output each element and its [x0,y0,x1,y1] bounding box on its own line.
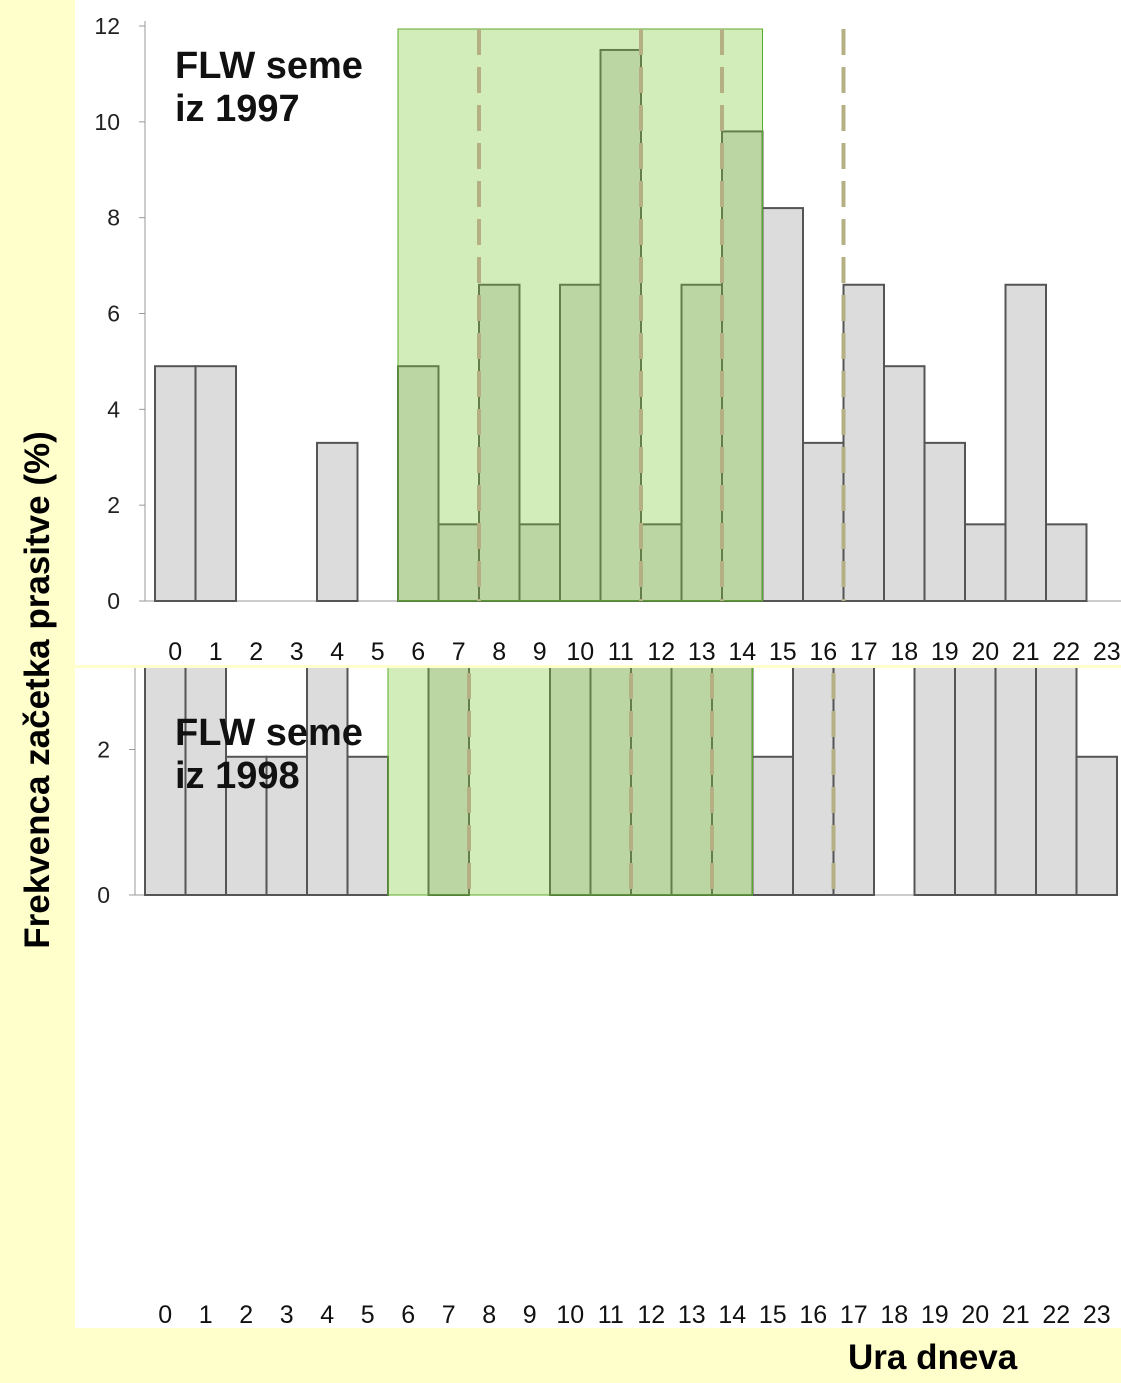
y-tick-label: 4 [107,396,120,422]
x-tick-label: 1 [209,638,223,665]
x-tick-label: 10 [566,638,594,665]
x-tick-label: 20 [961,1301,989,1328]
bar-hour-20 [964,523,1007,602]
highlight-region [397,28,763,602]
x-tick-label: 2 [239,1301,253,1328]
x-tick-label: 3 [280,1301,294,1328]
y-tick-label: 2 [97,737,110,763]
x-tick-label: 13 [688,638,716,665]
x-tick-label: 11 [598,1301,624,1328]
bar-hour-0 [144,668,187,896]
x-tick-label: 9 [523,1301,537,1328]
x-tick-label: 1 [199,1301,213,1328]
x-tick-label: 21 [1012,638,1040,665]
bar-hour-17 [832,668,875,896]
chart-title: FLW seme iz 1998 [175,712,363,797]
chart-panel-1998: FLW seme iz 1998 02468101201234567891011… [75,668,1121,1328]
bar-hour-1 [194,365,237,603]
x-tick-label: 19 [921,1301,949,1328]
x-tick-label: 15 [769,638,797,665]
bar-hour-18 [883,365,926,603]
bar-hour-21 [994,668,1037,896]
x-tick-label: 17 [850,638,878,665]
x-tick-label: 14 [718,1301,746,1328]
x-tick-label: 19 [931,638,959,665]
x-tick-label: 3 [290,638,304,665]
bar-hour-23 [1075,755,1118,897]
x-tick-label: 6 [401,1301,415,1328]
bar-hour-19 [913,668,956,897]
bar-hour-5 [346,755,389,897]
bar-hour-11 [599,48,642,603]
bar-hour-15 [761,207,804,602]
x-tick-label: 4 [330,638,344,665]
bar-hour-19 [923,441,966,602]
y-tick-label: 12 [94,13,120,39]
bar-hour-8 [478,283,521,602]
x-tick-label: 18 [880,1301,908,1328]
bar-hour-4 [316,441,359,602]
bar-hour-1 [184,668,227,896]
bar-hour-12 [640,523,683,602]
y-tick-label: 8 [107,205,120,231]
x-tick-label: 9 [533,638,547,665]
x-tick-label: 16 [809,638,837,665]
x-tick-label: 6 [411,638,425,665]
highlight-region [387,668,753,896]
bar-hour-10 [549,668,592,896]
bar-hour-22 [1045,523,1088,602]
bar-hour-21 [1004,283,1047,602]
x-tick-label: 5 [361,1301,375,1328]
x-tick-label: 22 [1052,638,1080,665]
x-tick-label: 21 [1002,1301,1030,1328]
y-tick-label: 0 [97,882,110,908]
x-tick-label: 4 [320,1301,334,1328]
y-axis-label: Frekvenca začetka prasitve (%) [18,431,57,949]
bar-hour-16 [802,441,845,602]
y-tick-label: 0 [107,588,120,614]
chart-title: FLW seme iz 1997 [175,45,363,130]
bar-chart-1998: 0246810120123456789101112131415161718192… [97,668,1118,1328]
x-axis-label: Ura dneva [848,1338,1018,1377]
x-tick-label: 8 [492,638,506,665]
x-tick-label: 0 [158,1301,172,1328]
bar-hour-14 [711,668,754,896]
x-tick-label: 2 [249,638,263,665]
x-tick-label: 12 [637,1301,665,1328]
x-tick-label: 17 [840,1301,868,1328]
x-tick-label: 11 [608,638,634,665]
x-tick-label: 16 [799,1301,827,1328]
chart-panel-1997: FLW seme iz 1997 0 2 4 6 8 10 12 0 1 2 3 4 5 6 7 8 9 10 11… [75,0,1121,665]
x-tick-label: 8 [482,1301,496,1328]
x-tick-label: 12 [647,638,675,665]
x-tick-label: 23 [1093,638,1121,665]
y-tick-label: 10 [94,109,120,135]
bar-hour-0 [154,365,197,603]
x-tick-label: 7 [452,638,466,665]
x-tick-label: 0 [168,638,182,665]
x-tick-label: 20 [971,638,999,665]
x-tick-label: 5 [371,638,385,665]
y-tick-label: 2 [107,492,120,518]
y-tick-label: 6 [107,301,120,327]
bar-hour-4 [306,668,349,896]
x-tick-label: 15 [759,1301,787,1328]
x-tick-label: 18 [890,638,918,665]
x-tick-label: 7 [442,1301,456,1328]
x-tick-label: 10 [556,1301,584,1328]
bar-hour-17 [842,283,885,602]
x-tick-label: 14 [728,638,756,665]
bar-hour-16 [792,668,835,896]
bar-hour-10 [559,283,602,602]
bar-hour-20 [954,668,997,896]
x-tick-label: 23 [1083,1301,1111,1328]
bar-hour-22 [1035,668,1078,896]
bar-hour-6 [397,365,440,603]
x-tick-label: 13 [678,1301,706,1328]
bar-hour-15 [751,755,794,897]
x-tick-label: 22 [1042,1301,1070,1328]
